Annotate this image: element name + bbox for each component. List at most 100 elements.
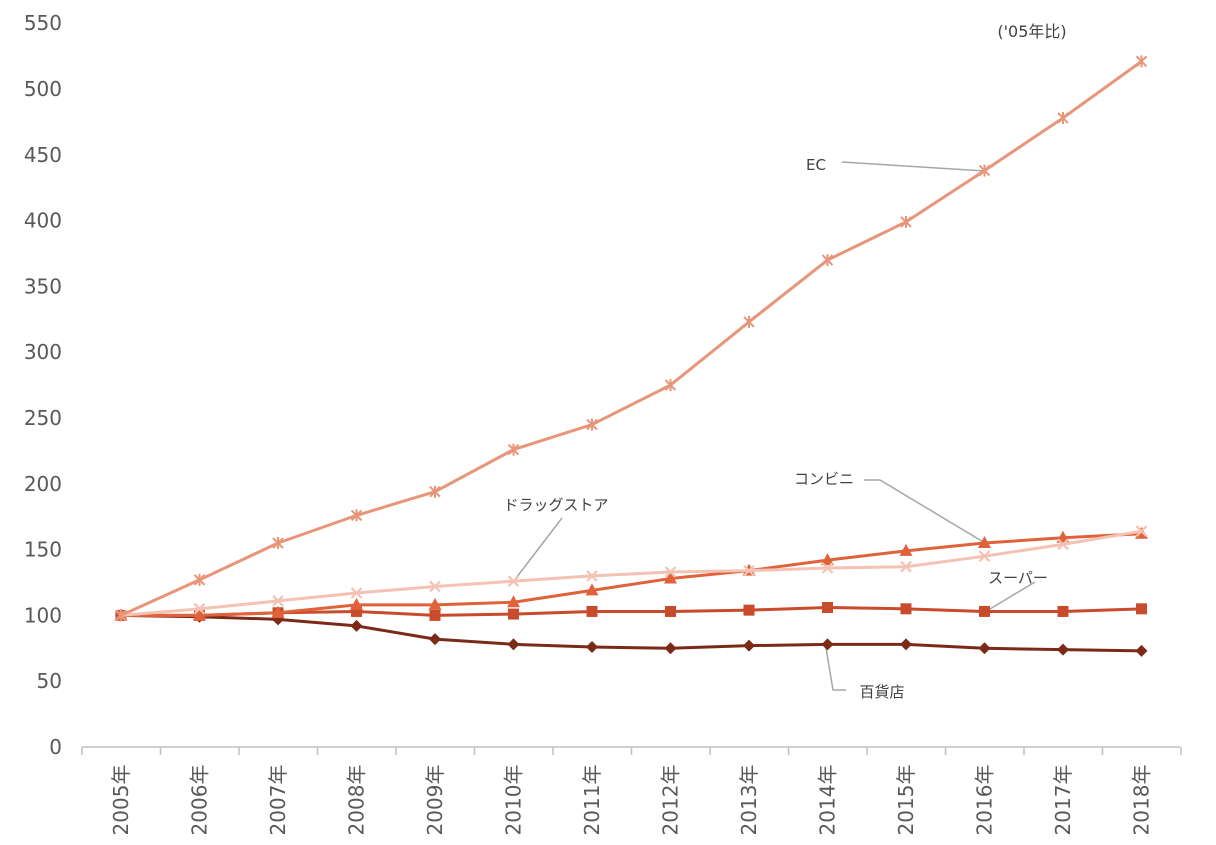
y-tick-label: 500: [24, 77, 62, 101]
data-point: [900, 603, 912, 615]
data-point: [193, 573, 206, 586]
series-line: [120, 613, 1142, 653]
data-point: [822, 602, 833, 614]
data-point: [900, 560, 912, 573]
data-point: [1135, 525, 1148, 537]
x-tick-label: 2013年: [737, 765, 761, 836]
x-tick-label: 2018年: [1130, 765, 1154, 836]
data-point: [743, 604, 755, 616]
series-2: [114, 526, 1148, 621]
data-point: [1136, 603, 1147, 615]
data-point: [900, 215, 912, 228]
unit-note: ('05年比): [997, 22, 1066, 41]
data-point: [978, 550, 991, 562]
data-point: [1057, 643, 1069, 656]
x-tick-label: 2011年: [580, 765, 604, 836]
data-point: [350, 587, 363, 599]
series-line: [121, 532, 1142, 617]
data-point: [586, 570, 598, 582]
series-line: [120, 60, 1143, 617]
data-point: [429, 580, 441, 593]
label-leader-lines: [512, 161, 1036, 691]
data-point: [821, 638, 834, 651]
y-tick-label: 250: [24, 406, 62, 430]
leader-line: [512, 517, 563, 583]
data-point: [664, 571, 677, 584]
y-tick-label: 400: [24, 209, 62, 233]
data-point: [507, 595, 520, 608]
data-point: [821, 562, 834, 574]
data-point: [586, 640, 598, 653]
data-point: [507, 575, 520, 587]
data-point: [665, 605, 676, 617]
leader-line: [841, 161, 986, 172]
leader-line: [864, 479, 986, 544]
data-point: [115, 609, 127, 622]
data-point: [899, 543, 913, 556]
data-point: [1057, 538, 1069, 551]
y-tick-label: 450: [24, 143, 62, 167]
x-tick-label: 2008年: [345, 765, 369, 836]
y-tick-label: 0: [49, 735, 62, 759]
y-tick-label: 350: [24, 274, 62, 298]
data-point: [429, 633, 441, 646]
series-4: [115, 609, 1148, 657]
series-label: 百貨店: [859, 683, 904, 701]
series-line: [120, 529, 1142, 617]
data-point: [351, 605, 362, 617]
data-point: [271, 605, 285, 618]
x-tick-label: 2010年: [502, 765, 526, 836]
x-tick-label: 2006年: [188, 765, 212, 836]
y-axis-ticks: 0 50 100 150 200 250 300 350 400 450 500 550: [24, 11, 62, 759]
data-point: [428, 597, 442, 610]
data-point: [978, 642, 991, 655]
series-label: スーパー: [988, 569, 1048, 587]
data-point: [350, 619, 363, 632]
data-point: [664, 642, 677, 655]
series-0: [115, 55, 1148, 622]
data-point: [585, 583, 599, 596]
leader-line: [984, 581, 1036, 613]
data-point: [193, 608, 206, 621]
data-point: [1057, 111, 1069, 124]
data-point: [350, 509, 363, 522]
data-point: [743, 315, 755, 328]
data-point: [507, 443, 520, 456]
x-tick-label: 2015年: [894, 765, 918, 836]
data-point: [507, 638, 520, 651]
data-point: [821, 553, 834, 566]
x-tick-label: 2014年: [816, 765, 840, 836]
data-point: [743, 564, 755, 577]
data-point: [193, 603, 206, 615]
data-point: [272, 537, 284, 550]
x-tick-label: 2005年: [109, 765, 133, 836]
y-tick-label: 150: [24, 538, 62, 562]
data-point: [664, 379, 677, 392]
data-point: [821, 254, 834, 267]
data-point: [978, 536, 991, 549]
data-point: [429, 485, 441, 498]
data-point: [900, 638, 912, 651]
data-point: [429, 609, 441, 621]
y-tick-label: 100: [24, 603, 62, 627]
data-point: [743, 639, 755, 652]
x-axis-ticks: 2005年 2006年 2007年 2008年 2009年 2010年 2011年 2012年…: [81, 747, 1182, 836]
data-point: [350, 597, 363, 610]
data-point: [272, 595, 284, 607]
data-point: [1135, 55, 1148, 68]
x-tick-label: 2012年: [659, 765, 683, 836]
data-point: [1135, 644, 1148, 657]
x-tick-label: 2016年: [973, 765, 997, 836]
data-point: [586, 418, 598, 431]
series-label: EC: [806, 156, 826, 174]
y-tick-label: 300: [24, 340, 62, 364]
data-point: [979, 605, 990, 617]
data-point: [508, 608, 519, 620]
data-point: [664, 566, 677, 578]
series-layer: [114, 55, 1148, 657]
data-point: [586, 605, 598, 617]
data-point: [978, 164, 991, 177]
x-tick-label: 2009年: [423, 765, 447, 836]
x-tick-label: 2017年: [1051, 765, 1075, 836]
